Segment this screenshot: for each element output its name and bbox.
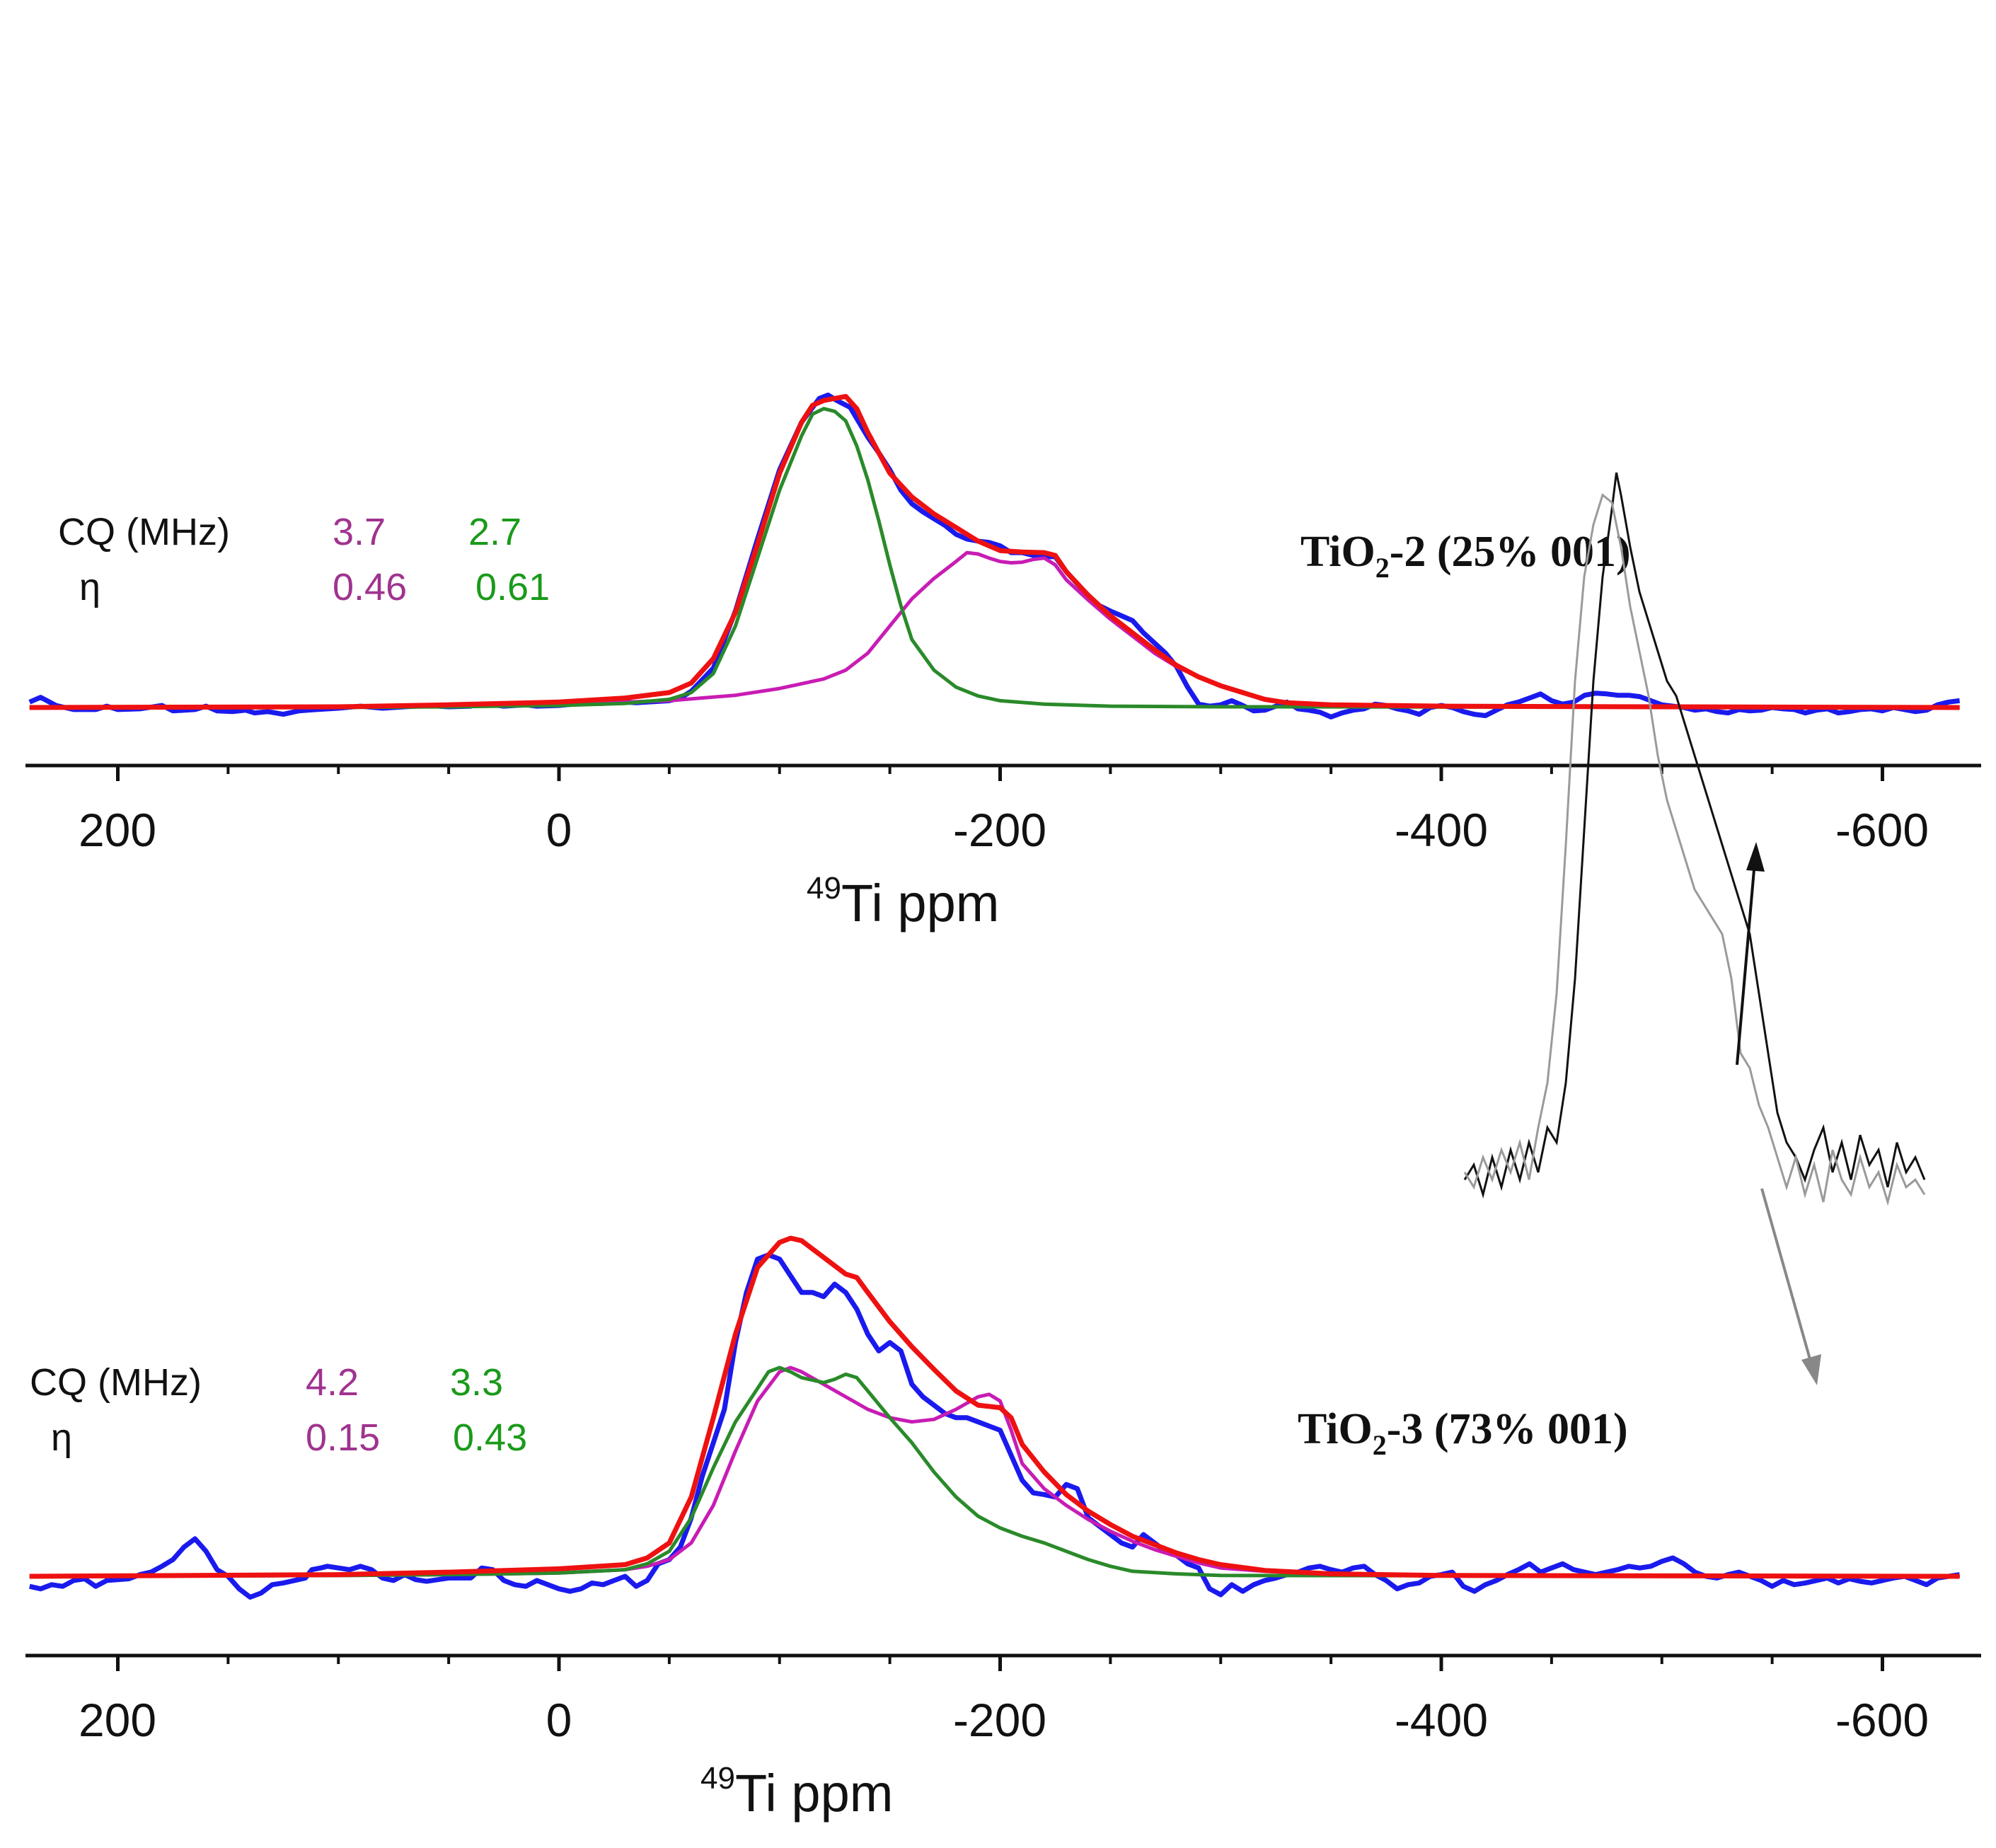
top-tick-label-minus400: -400 [1395,804,1488,856]
bottom-series-experimental [29,1252,1961,1600]
bottom-tick-label-minus200: -200 [953,1694,1046,1746]
inset-trace-black [1463,472,1926,1199]
top-cq-label: CQ (MHz) [58,511,230,553]
inset-comparison [1463,472,1926,1385]
bottom-tick-label-0: 0 [546,1694,572,1746]
top-series-total-fit [29,393,1960,710]
bottom-series-site-1-fit [29,1365,1960,1578]
top-tick-label-0: 0 [546,804,572,856]
bottom-x-ticks [116,1656,1884,1671]
bottom-x-axis-title: 49Ti ppm [700,1761,893,1823]
top-spectrum-lines [28,392,1961,720]
top-tick-label-200: 200 [79,804,156,856]
inset-arrow-bottom-head [1801,1354,1821,1385]
bottom-site1-cq: 4.2 [306,1361,359,1404]
inset-trace-gray [1463,493,1926,1206]
inset-arrow-top-head [1746,842,1765,872]
bottom-site2-eta: 0.43 [453,1416,527,1459]
top-panel: 200 0 -200 -400 -600 49Ti ppm CQ (MHz) 3… [25,392,1981,932]
bottom-cq-label: CQ (MHz) [30,1361,202,1404]
top-site1-cq: 3.7 [333,511,386,553]
top-tick-label-minus600: -600 [1835,804,1929,856]
bottom-series-site-2-fit [29,1365,1960,1578]
bottom-site2-cq: 3.3 [450,1361,503,1404]
inset-arrow-top-line [1736,861,1756,1066]
bottom-tick-label-200: 200 [79,1694,156,1746]
top-x-ticks [116,766,1884,781]
top-site1-eta: 0.46 [333,566,407,608]
top-site2-cq: 2.7 [468,511,521,553]
bottom-series-total-fit [29,1235,1960,1579]
bottom-site1-eta: 0.15 [306,1416,380,1459]
bottom-tick-label-minus600: -600 [1835,1694,1929,1746]
top-x-axis-title: 49Ti ppm [807,871,999,932]
top-series-site-2-fit [29,407,1960,710]
bottom-eta-label: η [51,1416,72,1459]
bottom-tick-label-minus400: -400 [1395,1694,1488,1746]
top-site2-eta: 0.61 [475,566,550,608]
bottom-sample-label: TiO2-3 (73% 001) [1298,1405,1628,1461]
inset-traces [1463,472,1926,1206]
bottom-spectrum-lines [29,1235,1961,1600]
inset-arrow-bottom-line [1760,1188,1813,1365]
top-eta-label: η [79,566,100,608]
bottom-panel: 200 0 -200 -400 -600 49Ti ppm CQ (MHz) 4… [25,1235,1981,1823]
top-series-experimental [28,392,1961,720]
top-sample-label: TiO2-2 (25% 001) [1300,528,1631,584]
top-tick-label-minus200: -200 [953,804,1046,856]
